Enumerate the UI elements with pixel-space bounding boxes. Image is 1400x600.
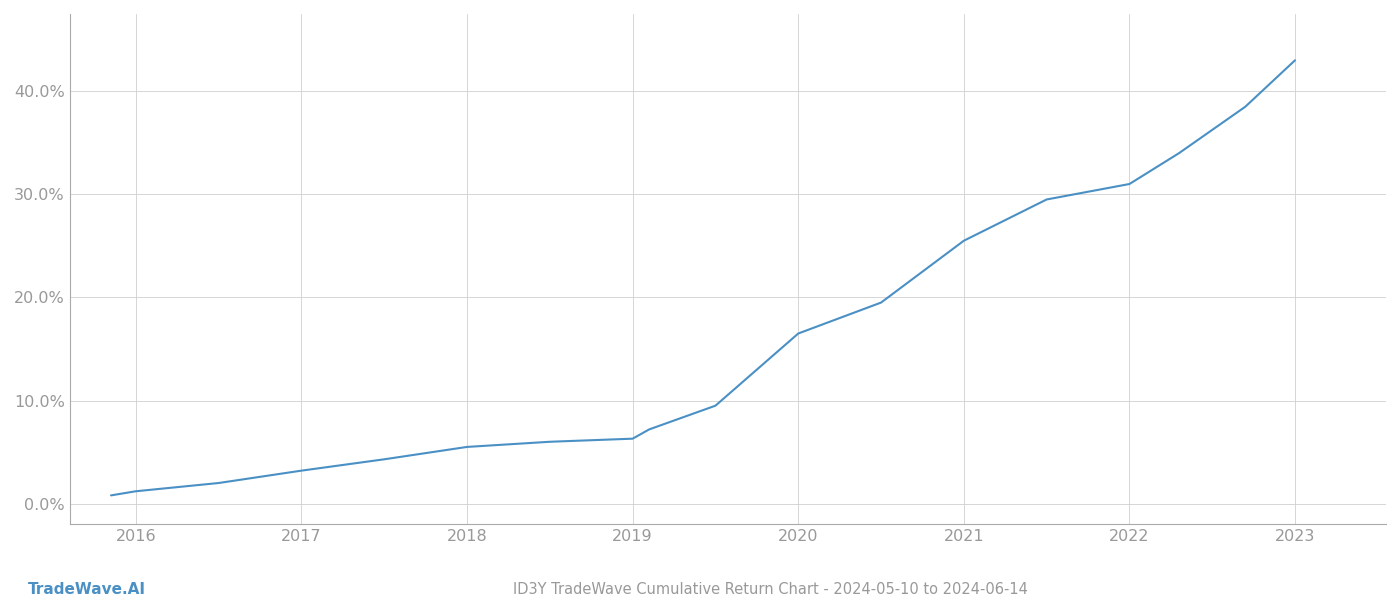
Text: TradeWave.AI: TradeWave.AI [28, 582, 146, 597]
Text: ID3Y TradeWave Cumulative Return Chart - 2024-05-10 to 2024-06-14: ID3Y TradeWave Cumulative Return Chart -… [512, 582, 1028, 597]
